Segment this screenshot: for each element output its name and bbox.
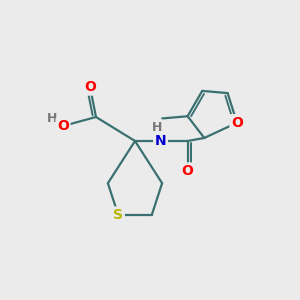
Text: N: N xyxy=(155,134,166,148)
Text: O: O xyxy=(231,116,243,130)
Text: H: H xyxy=(47,112,58,125)
Text: O: O xyxy=(57,119,69,133)
Text: S: S xyxy=(113,208,123,222)
Text: H: H xyxy=(152,121,162,134)
Text: O: O xyxy=(84,80,96,94)
Text: O: O xyxy=(182,164,194,178)
